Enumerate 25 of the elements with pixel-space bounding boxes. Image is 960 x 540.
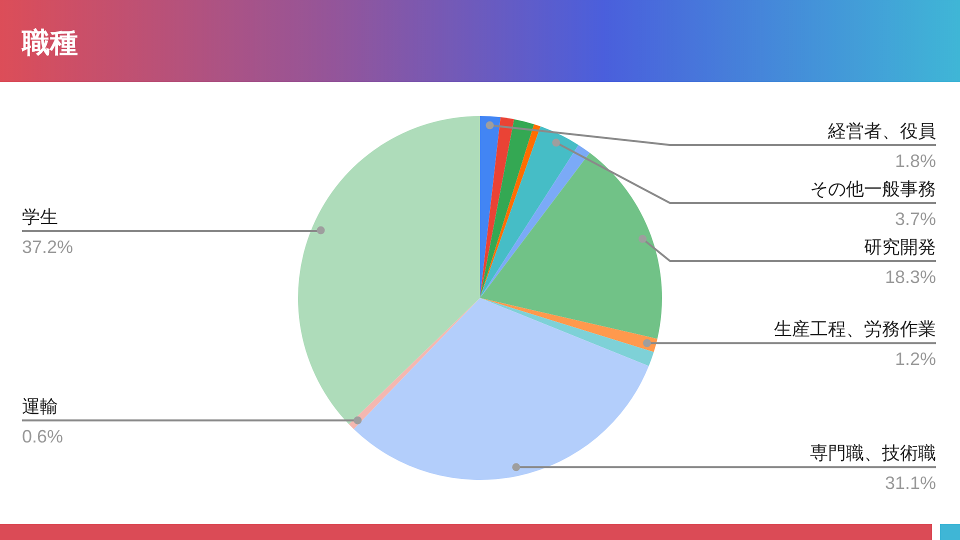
data-label: 18.3% (884, 267, 936, 287)
pie-slice (480, 126, 578, 298)
data-label: 37.2% (22, 237, 74, 257)
pie-slice (480, 116, 501, 298)
pie-slice (480, 117, 514, 298)
pie-slice (298, 116, 480, 424)
pie-slice (480, 298, 658, 352)
pie-slice (354, 298, 649, 480)
pie-slice (480, 298, 654, 366)
data-label: 0.6% (22, 426, 64, 446)
data-label: 1.8% (894, 151, 936, 171)
pie-slice (348, 298, 480, 430)
slice-label: 生産工程、労務作業 (774, 319, 936, 340)
slice-label: その他一般事務 (810, 179, 936, 199)
slice-label: 経営者、役員 (827, 121, 936, 141)
slice-label: 運輸 (22, 396, 58, 416)
data-label: 3.7% (894, 209, 936, 229)
pie-slice (480, 152, 662, 339)
data-label: 31.1% (884, 473, 936, 494)
chart-title: 職種 (21, 27, 78, 58)
slice-label: 研究開発 (864, 237, 936, 257)
slice-label: 専門職、技術職 (810, 443, 936, 464)
data-label: 1.2% (894, 349, 936, 370)
pie-slice (480, 144, 590, 298)
slice-label: 学生 (22, 207, 58, 227)
